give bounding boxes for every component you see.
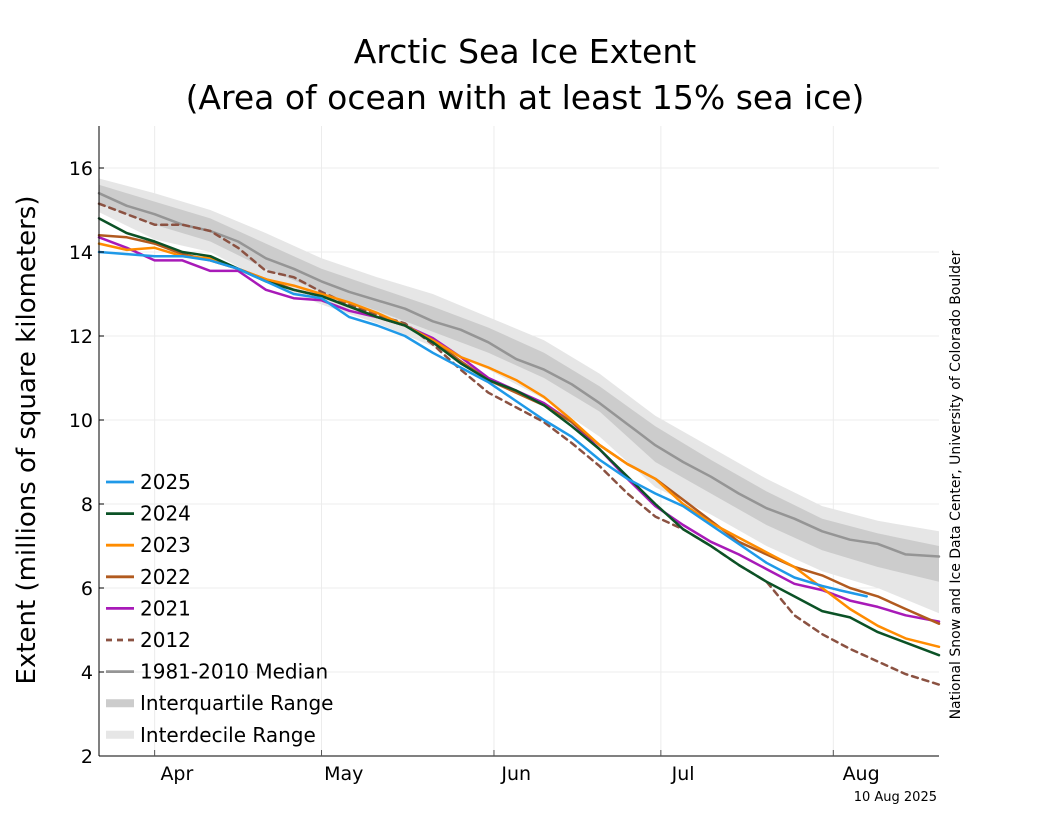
- legend-label-2024: 2024: [140, 502, 191, 526]
- date-stamp: 10 Aug 2025: [854, 790, 937, 805]
- x-tick-label-jul: Jul: [671, 763, 695, 785]
- legend-label-2012: 2012: [140, 628, 191, 652]
- series-line-2023: [97, 242, 941, 649]
- x-tick-labels: Apr May Jun Jul Aug: [160, 763, 879, 785]
- legend-label-2023: 2023: [140, 533, 191, 557]
- legend-label-interquartile-range: Interquartile Range: [140, 691, 333, 715]
- legend-label-2025: 2025: [140, 470, 191, 494]
- band-interdecile-range: [99, 178, 939, 614]
- legend-label-2022: 2022: [140, 565, 191, 589]
- x-tick-label-apr: Apr: [160, 763, 193, 785]
- chart-title: Arctic Sea Ice Extent: [354, 32, 696, 71]
- series-line-2025: [97, 250, 868, 598]
- y-axis-label: Extent (millions of square kilometers): [12, 196, 42, 685]
- y-tick-label: 14: [69, 242, 93, 264]
- range-bands: [99, 178, 939, 614]
- x-tick-label-may: May: [324, 763, 363, 785]
- series-line-2012: [97, 202, 941, 686]
- chart-subtitle: (Area of ocean with at least 15% sea ice…: [186, 78, 865, 117]
- y-tick-label: 2: [81, 746, 93, 768]
- x-tick-label-aug: Aug: [843, 763, 880, 785]
- y-tick-label: 12: [69, 326, 93, 348]
- series-lines: [97, 191, 941, 686]
- x-tick-label-jun: Jun: [500, 763, 531, 785]
- y-tick-label: 10: [69, 410, 93, 432]
- y-tick-label: 4: [81, 662, 93, 684]
- legend-label-2021: 2021: [140, 596, 191, 620]
- y-tick-label: 16: [69, 158, 93, 180]
- legend: 2025 2024 2023 2022 2021 2012 1981-2010 Median…: [106, 470, 333, 747]
- y-tick-label: 6: [81, 578, 93, 600]
- series-line-2024: [97, 217, 941, 657]
- legend-label-1981-2010-median: 1981-2010 Median: [140, 660, 328, 684]
- credit-text: National Snow and Ice Data Center, Unive…: [948, 250, 964, 719]
- axes: [98, 126, 939, 757]
- y-tick-labels: 2 4 6 8 10 12 14 16: [69, 158, 93, 768]
- legend-label-interdecile-range: Interdecile Range: [140, 723, 316, 747]
- y-tick-label: 8: [81, 494, 93, 516]
- series-line-1981-2010-median: [97, 191, 941, 558]
- band-interquartile-range: [99, 184, 939, 582]
